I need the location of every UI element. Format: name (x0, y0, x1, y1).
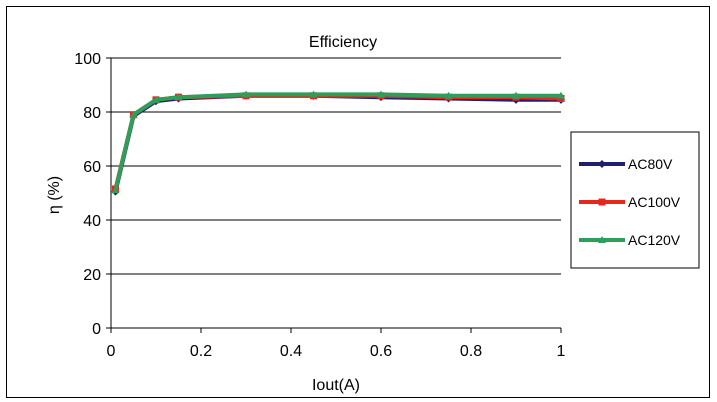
data-point (242, 90, 250, 98)
legend-label: AC80V (628, 156, 673, 172)
chart-title: Efficiency (309, 34, 377, 51)
data-point (174, 93, 183, 101)
data-point (129, 110, 138, 118)
x-tick-label: 0.8 (460, 343, 482, 360)
y-tick-label: 100 (74, 51, 101, 68)
plot-area (111, 58, 561, 328)
data-point (444, 91, 453, 99)
legend-marker (598, 198, 606, 206)
x-tick-label: 1 (557, 343, 566, 360)
data-point (111, 186, 120, 194)
legend-marker (598, 236, 606, 243)
x-tick-label: 0.2 (190, 343, 212, 360)
series-line (113, 92, 563, 193)
x-tick-label: 0.6 (370, 343, 392, 360)
legend-label: AC120V (628, 232, 681, 248)
x-ticks: 0 0.2 0.4 0.6 0.8 1 (107, 328, 566, 360)
efficiency-chart: 0 20 40 60 80 100 0 0.2 0.4 0.6 0.8 1 Efficiency I… (46, 34, 700, 394)
y-ticks: 0 20 40 60 80 100 (74, 51, 111, 338)
axes (110, 58, 561, 329)
y-axis-label: η (%) (46, 176, 63, 214)
y-tick-label: 0 (92, 321, 101, 338)
x-axis-label: Iout(A) (312, 377, 360, 394)
x-tick-label: 0 (107, 343, 116, 360)
series-group (111, 90, 565, 196)
legend: AC80V AC100V AC120V (570, 131, 700, 269)
series-ac120v (111, 90, 565, 194)
data-point (377, 90, 385, 98)
y-tick-label: 60 (83, 159, 101, 176)
x-tick-label: 0.4 (280, 343, 302, 360)
chart-frame: 0 20 40 60 80 100 0 0.2 0.4 0.6 0.8 1 Efficiency I… (6, 6, 710, 398)
y-tick-label: 20 (83, 267, 101, 284)
y-tick-label: 40 (83, 213, 101, 230)
data-point (309, 90, 318, 98)
y-tick-label: 80 (83, 105, 101, 122)
data-point (152, 95, 160, 103)
legend-label: AC100V (628, 194, 681, 210)
legend-marker (598, 160, 606, 168)
grid-lines (111, 57, 561, 275)
data-point (512, 91, 520, 99)
data-point (557, 91, 565, 99)
